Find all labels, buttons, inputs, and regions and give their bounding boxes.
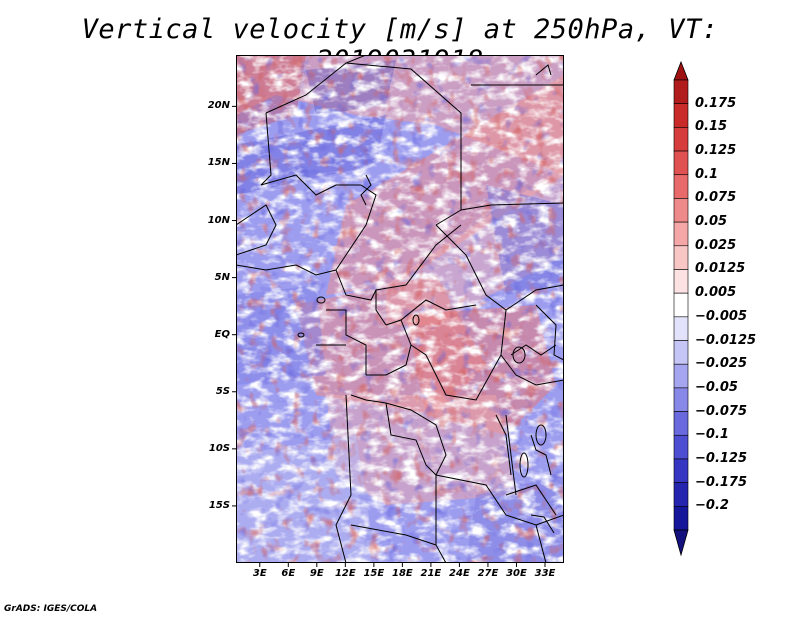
longitude-label: 9E (309, 568, 324, 579)
colorbar-segment (673, 245, 689, 270)
colorbar-segment (673, 340, 689, 365)
colorbar-label: 0.1 (695, 166, 719, 182)
colorbar-segment (673, 411, 689, 436)
longitude-label: 24E (449, 568, 470, 579)
colorbar (673, 60, 689, 557)
grads-credit: GrADS: IGES/COLA (4, 604, 98, 614)
latitude-label: 15N (207, 157, 230, 169)
latitude-label: 5N (214, 271, 230, 283)
colorbar-segment (673, 127, 689, 152)
longitude-label: 33E (534, 568, 556, 579)
colorbar-segment (673, 363, 689, 389)
colorbar-label: −0.125 (695, 450, 748, 466)
colorbar-segment (673, 482, 689, 507)
colorbar-label: −0.175 (695, 474, 748, 490)
colorbar-segment (673, 269, 689, 294)
longitude-label: 6E (281, 568, 296, 579)
colorbar-label: 0.05 (695, 214, 728, 230)
latitude-label: EQ (214, 328, 230, 340)
colorbar-min-arrow (673, 529, 689, 557)
vertical-velocity-map (236, 55, 564, 563)
colorbar-label: −0.1 (695, 427, 729, 443)
colorbar-max-arrow (673, 60, 689, 81)
latitude-label: 5S (215, 385, 230, 397)
colorbar-label: 0.125 (695, 143, 737, 159)
colorbar-segment (673, 506, 689, 531)
latitude-label: 20N (207, 100, 230, 112)
longitude-label: 27E (477, 568, 499, 579)
colorbar-label: −0.05 (695, 379, 738, 395)
colorbar-segment (673, 458, 689, 483)
colorbar-label: 0.175 (695, 95, 737, 111)
colorbar-label: 0.0125 (695, 261, 746, 277)
longitude-label: 12E (334, 568, 356, 579)
longitude-label: 18E (392, 568, 413, 579)
latitude-label: 15S (208, 499, 230, 511)
colorbar-label: −0.005 (695, 308, 748, 324)
colorbar-segment (673, 150, 689, 176)
colorbar-segment (673, 434, 689, 460)
longitude-label: 30E (506, 568, 527, 579)
colorbar-label: 0.005 (695, 285, 737, 301)
colorbar-segment (673, 79, 689, 104)
longitude-label: 3E (252, 568, 267, 579)
colorbar-segment (673, 198, 689, 223)
colorbar-label: −0.075 (695, 403, 748, 419)
colorbar-segment (673, 174, 689, 199)
colorbar-label: 0.025 (695, 237, 737, 253)
latitude-label: 10N (207, 214, 230, 226)
colorbar-segment (673, 387, 689, 412)
country-borders (236, 55, 564, 563)
colorbar-segment (673, 103, 689, 128)
longitude-label: 21E (420, 568, 442, 579)
colorbar-label: 0.075 (695, 190, 737, 206)
colorbar-segment (673, 316, 689, 341)
colorbar-segment (673, 221, 689, 247)
latitude-label: 10S (208, 442, 230, 454)
lake-outlines (297, 296, 547, 478)
colorbar-label: −0.2 (695, 498, 729, 514)
colorbar-label: 0.15 (695, 119, 728, 135)
colorbar-label: −0.025 (695, 356, 748, 372)
colorbar-segment (673, 292, 689, 318)
colorbar-label: −0.0125 (695, 332, 757, 348)
longitude-label: 15E (363, 568, 385, 579)
